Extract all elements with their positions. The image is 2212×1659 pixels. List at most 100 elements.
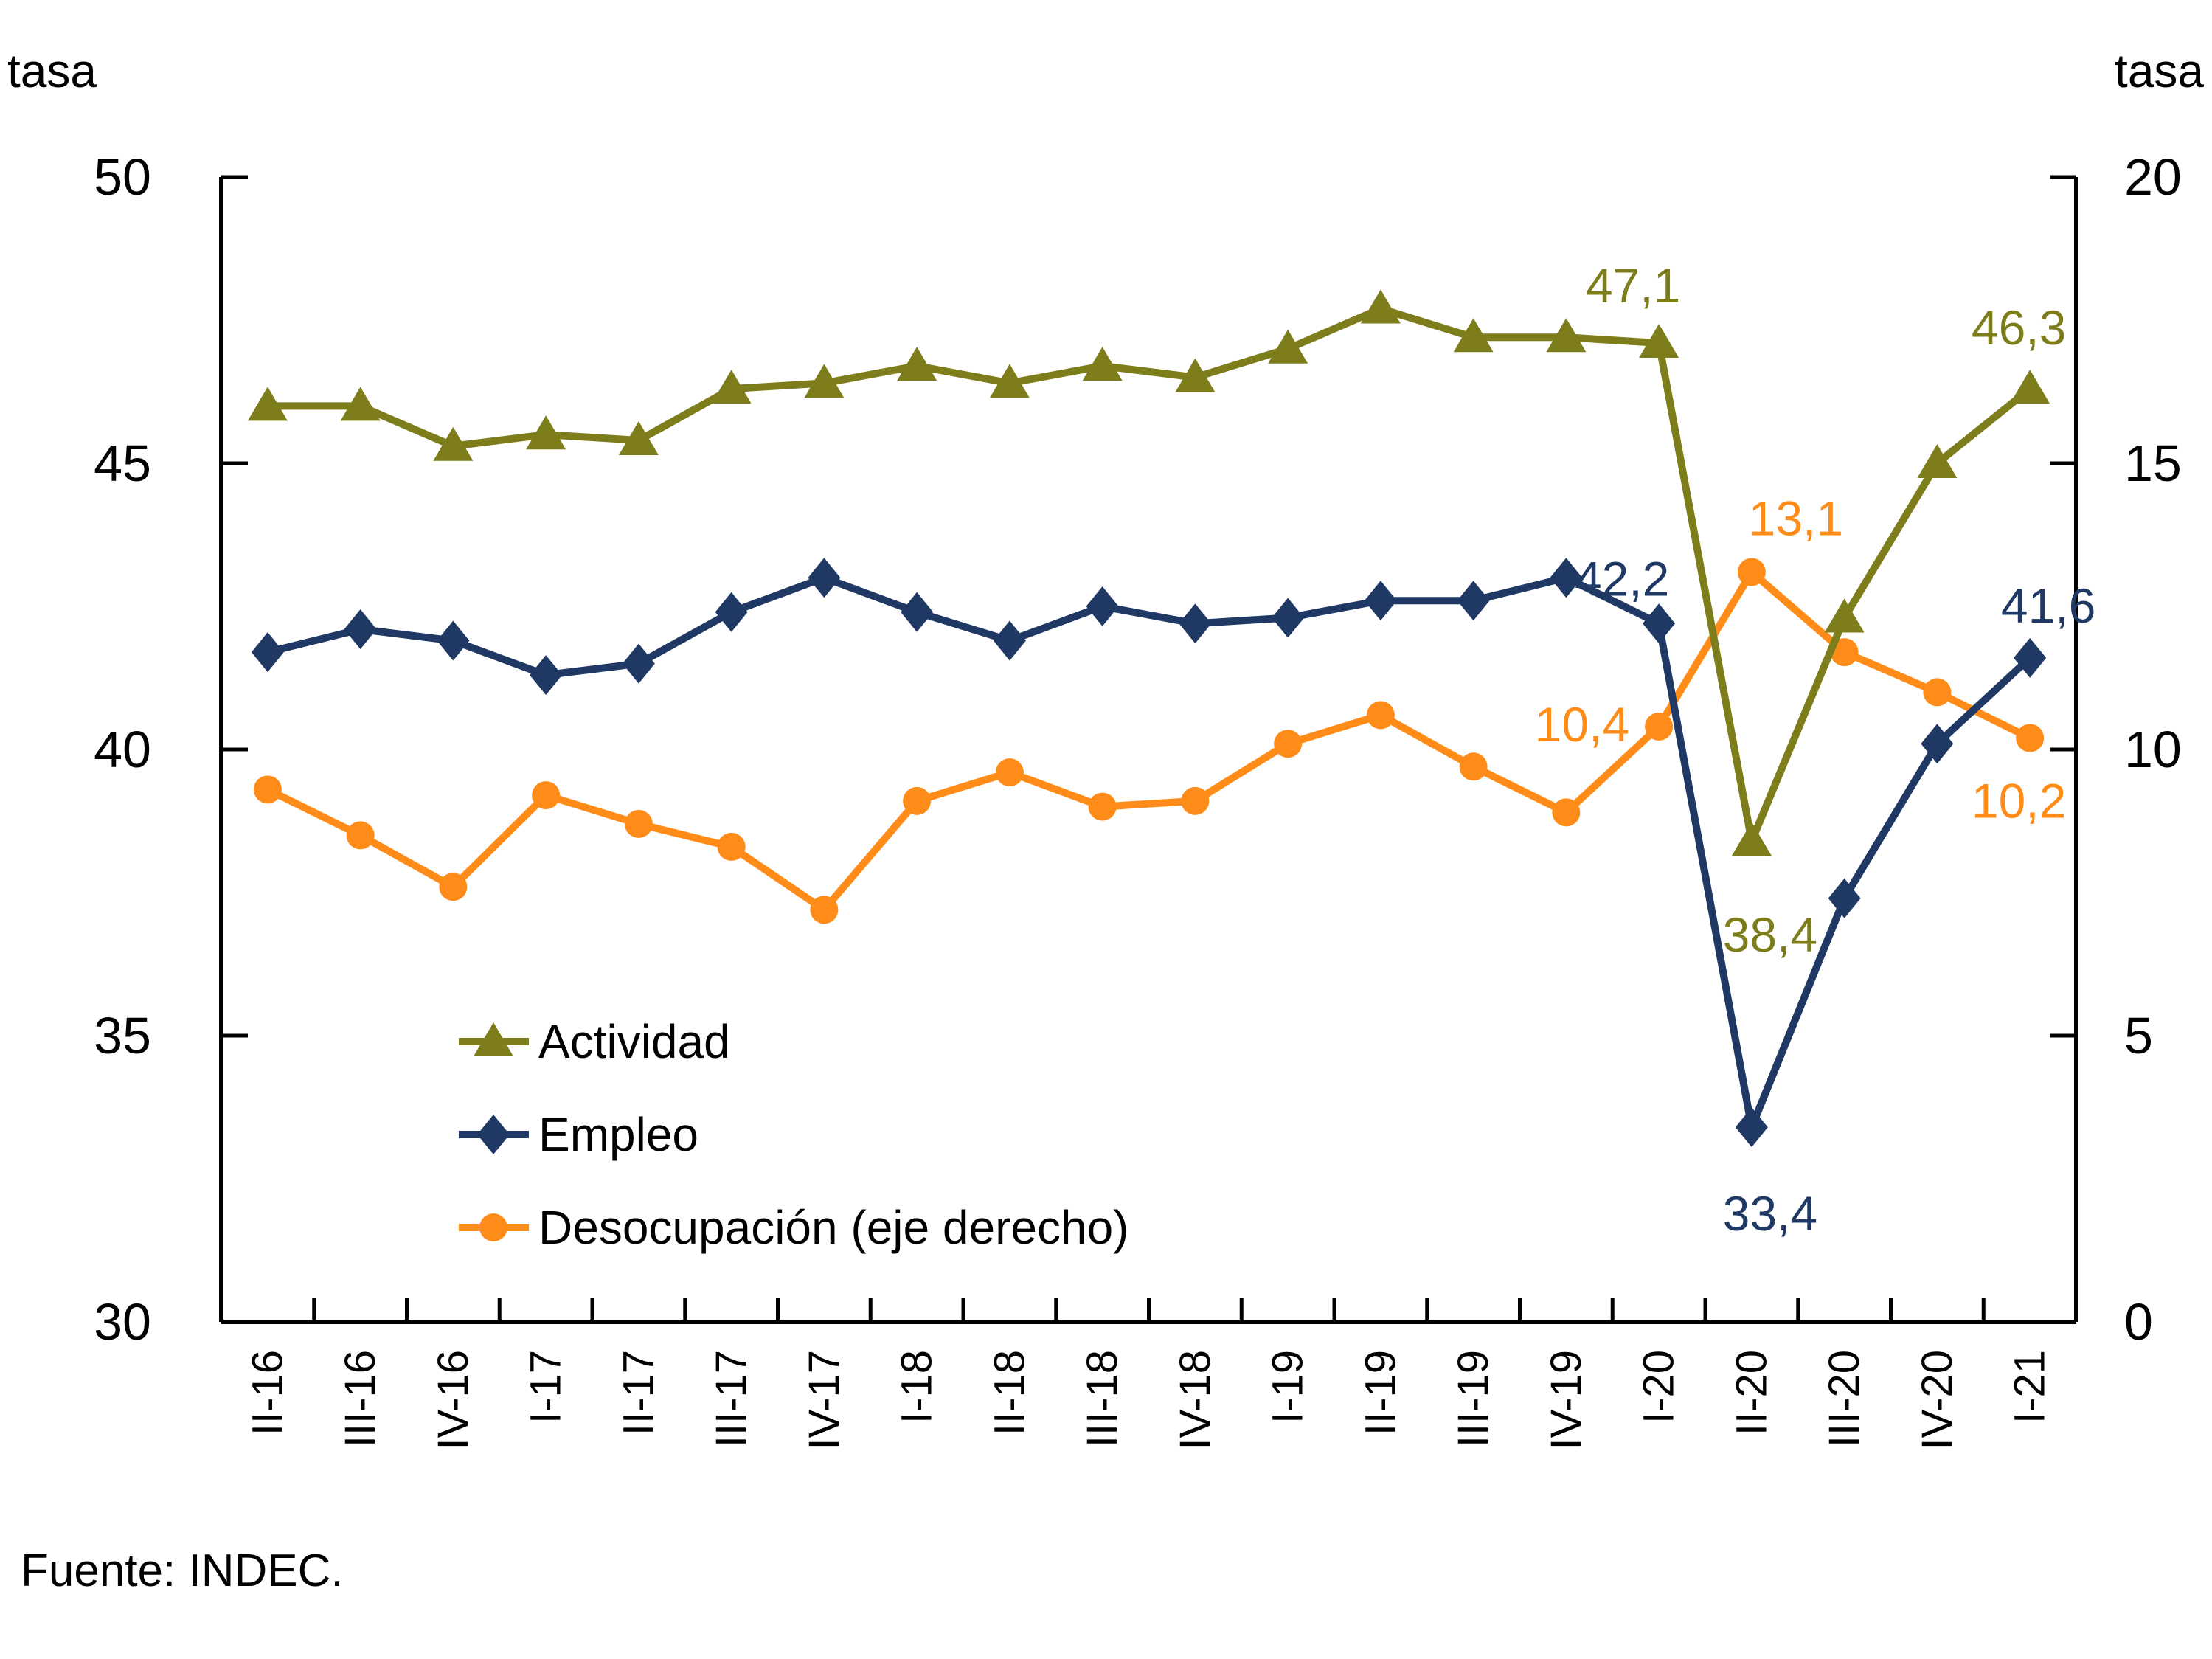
actividad-marker-IV-18 bbox=[1175, 358, 1216, 392]
legend-marker-actividad bbox=[474, 1022, 513, 1056]
actividad-marker-II-16 bbox=[247, 387, 288, 421]
point-label-actividad-I-20: 47,1 bbox=[1586, 258, 1680, 313]
empleo-marker-IV-16 bbox=[437, 620, 470, 661]
point-label-desocupacion-I-21: 10,2 bbox=[1972, 773, 2066, 828]
desocupacion-line bbox=[266, 566, 2032, 915]
point-label-actividad-I-21: 46,3 bbox=[1972, 300, 2066, 355]
desocupacion-marker-III-16 bbox=[346, 821, 375, 850]
empleo-marker-II-18 bbox=[993, 620, 1026, 661]
desocupacion-marker-II-17 bbox=[624, 809, 653, 838]
empleo-marker-III-17 bbox=[715, 592, 748, 632]
actividad-marker-IV-19 bbox=[1546, 318, 1587, 353]
x-axis-label-I-21: I-21 bbox=[2006, 1350, 2054, 1424]
empleo-marker-I-18 bbox=[901, 592, 934, 632]
desocupacion-marker-IV-19 bbox=[1552, 798, 1581, 827]
empleo-line bbox=[266, 573, 2033, 1140]
desocupacion-marker-IV-18 bbox=[1181, 786, 1210, 815]
left-axis-tick-label-30: 30 bbox=[94, 1293, 151, 1351]
right-axis-tick-label-5: 5 bbox=[2124, 1007, 2153, 1064]
empleo-marker-III-18 bbox=[1086, 586, 1119, 626]
right-axis-tick-label-20: 20 bbox=[2124, 148, 2182, 206]
legend-item-desocupacion: Desocupación (eje derecho) bbox=[459, 1201, 1128, 1254]
empleo-marker-II-17 bbox=[622, 643, 655, 684]
desocupacion-marker-I-17 bbox=[532, 781, 561, 810]
x-axis-label-II-16: II-16 bbox=[243, 1350, 291, 1435]
empleo-marker-IV-17 bbox=[808, 558, 841, 598]
legend-item-actividad: Actividad bbox=[459, 1015, 730, 1068]
empleo-marker-IV-20 bbox=[1921, 724, 1954, 764]
actividad-marker-I-17 bbox=[526, 415, 566, 450]
right-axis-title: tasa bbox=[2115, 44, 2204, 97]
point-label-actividad-II-20: 38,4 bbox=[1723, 907, 1817, 962]
legend-marker-desocupacion bbox=[479, 1213, 507, 1241]
actividad-line bbox=[267, 305, 2033, 854]
x-axis-label-II-19: II-19 bbox=[1356, 1350, 1404, 1435]
source-note: Fuente: INDEC. bbox=[21, 1545, 344, 1596]
desocupacion-marker-IV-20 bbox=[1923, 678, 1952, 707]
desocupacion-marker-II-16 bbox=[253, 775, 282, 804]
empleo-marker-IV-18 bbox=[1179, 603, 1212, 644]
x-axis-label-I-18: I-18 bbox=[893, 1350, 941, 1424]
desocupacion-marker-III-18 bbox=[1088, 792, 1117, 821]
x-axis-label-IV-16: IV-16 bbox=[429, 1350, 477, 1450]
empleo-marker-II-16 bbox=[251, 632, 284, 673]
x-axis-label-IV-17: IV-17 bbox=[800, 1350, 848, 1450]
empleo-marker-II-20 bbox=[1735, 1107, 1768, 1148]
desocupacion-marker-I-21 bbox=[2016, 724, 2045, 752]
point-label-empleo-II-20: 33,4 bbox=[1723, 1186, 1817, 1241]
empleo-marker-III-20 bbox=[1828, 878, 1861, 918]
left-axis-tick-label-35: 35 bbox=[94, 1007, 151, 1064]
legend-marker-empleo bbox=[477, 1115, 510, 1154]
left-axis-title: tasa bbox=[7, 44, 97, 97]
desocupacion-marker-IV-16 bbox=[439, 873, 468, 901]
actividad-marker-III-16 bbox=[340, 387, 381, 421]
actividad-marker-II-17 bbox=[618, 420, 659, 455]
desocupacion-marker-IV-17 bbox=[810, 896, 839, 924]
desocupacion-marker-II-18 bbox=[995, 758, 1024, 787]
desocupacion-marker-I-18 bbox=[903, 786, 932, 815]
right-axis-tick-label-10: 10 bbox=[2124, 721, 2182, 778]
x-axis-label-III-18: III-18 bbox=[1078, 1350, 1126, 1447]
desocupacion-marker-III-17 bbox=[717, 832, 746, 861]
actividad-marker-I-21 bbox=[2010, 370, 2050, 404]
actividad-marker-IV-20 bbox=[1917, 444, 1958, 478]
x-axis-label-IV-20: IV-20 bbox=[1913, 1350, 1961, 1450]
empleo-marker-I-20 bbox=[1643, 603, 1676, 644]
point-label-desocupacion-II-20: 13,1 bbox=[1749, 491, 1843, 545]
actividad-marker-IV-16 bbox=[433, 426, 474, 461]
legend-label-desocupacion: Desocupación (eje derecho) bbox=[538, 1201, 1128, 1254]
right-axis-tick-label-0: 0 bbox=[2124, 1293, 2153, 1351]
actividad-marker-III-19 bbox=[1453, 318, 1494, 353]
point-label-empleo-I-21: 41,6 bbox=[2001, 578, 2095, 633]
actividad-marker-IV-17 bbox=[804, 364, 845, 398]
x-axis-label-II-17: II-17 bbox=[614, 1350, 662, 1435]
plot-area: 30 35 40 45 50 0 5 10 15 20 II-16 III-16 IV-16 I-17 II… bbox=[94, 148, 2182, 1450]
x-axis-label-I-19: I-19 bbox=[1264, 1350, 1312, 1424]
x-axis-label-III-17: III-17 bbox=[707, 1350, 755, 1447]
actividad-marker-I-19 bbox=[1268, 329, 1308, 364]
actividad-marker-III-17 bbox=[711, 370, 752, 404]
legend-item-empleo: Empleo bbox=[459, 1108, 698, 1161]
left-axis-tick-label-40: 40 bbox=[94, 721, 151, 778]
right-axis-tick-label-15: 15 bbox=[2124, 434, 2182, 492]
actividad-marker-II-20 bbox=[1731, 822, 1772, 856]
desocupacion-marker-I-20 bbox=[1645, 712, 1674, 741]
x-axis-label-IV-18: IV-18 bbox=[1171, 1350, 1219, 1450]
desocupacion-marker-III-19 bbox=[1459, 752, 1488, 781]
actividad-marker-II-19 bbox=[1360, 289, 1401, 324]
empleo-marker-I-21 bbox=[2014, 637, 2047, 678]
empleo-marker-III-16 bbox=[344, 609, 377, 650]
left-axis-tick-label-45: 45 bbox=[94, 434, 151, 492]
actividad-marker-II-18 bbox=[989, 364, 1030, 398]
x-axis-label-II-18: II-18 bbox=[985, 1350, 1033, 1435]
x-axis-label-I-17: I-17 bbox=[522, 1350, 570, 1424]
actividad-marker-III-18 bbox=[1082, 347, 1123, 381]
desocupacion-marker-I-19 bbox=[1274, 730, 1303, 758]
left-axis-tick-label-50: 50 bbox=[94, 148, 151, 206]
x-axis-label-IV-19: IV-19 bbox=[1542, 1350, 1590, 1450]
x-axis-label-I-20: I-20 bbox=[1635, 1350, 1683, 1424]
x-axis-label-III-20: III-20 bbox=[1820, 1350, 1868, 1447]
empleo-marker-II-19 bbox=[1364, 581, 1397, 621]
desocupacion-marker-II-20 bbox=[1737, 558, 1766, 586]
actividad-marker-III-20 bbox=[1824, 598, 1865, 633]
